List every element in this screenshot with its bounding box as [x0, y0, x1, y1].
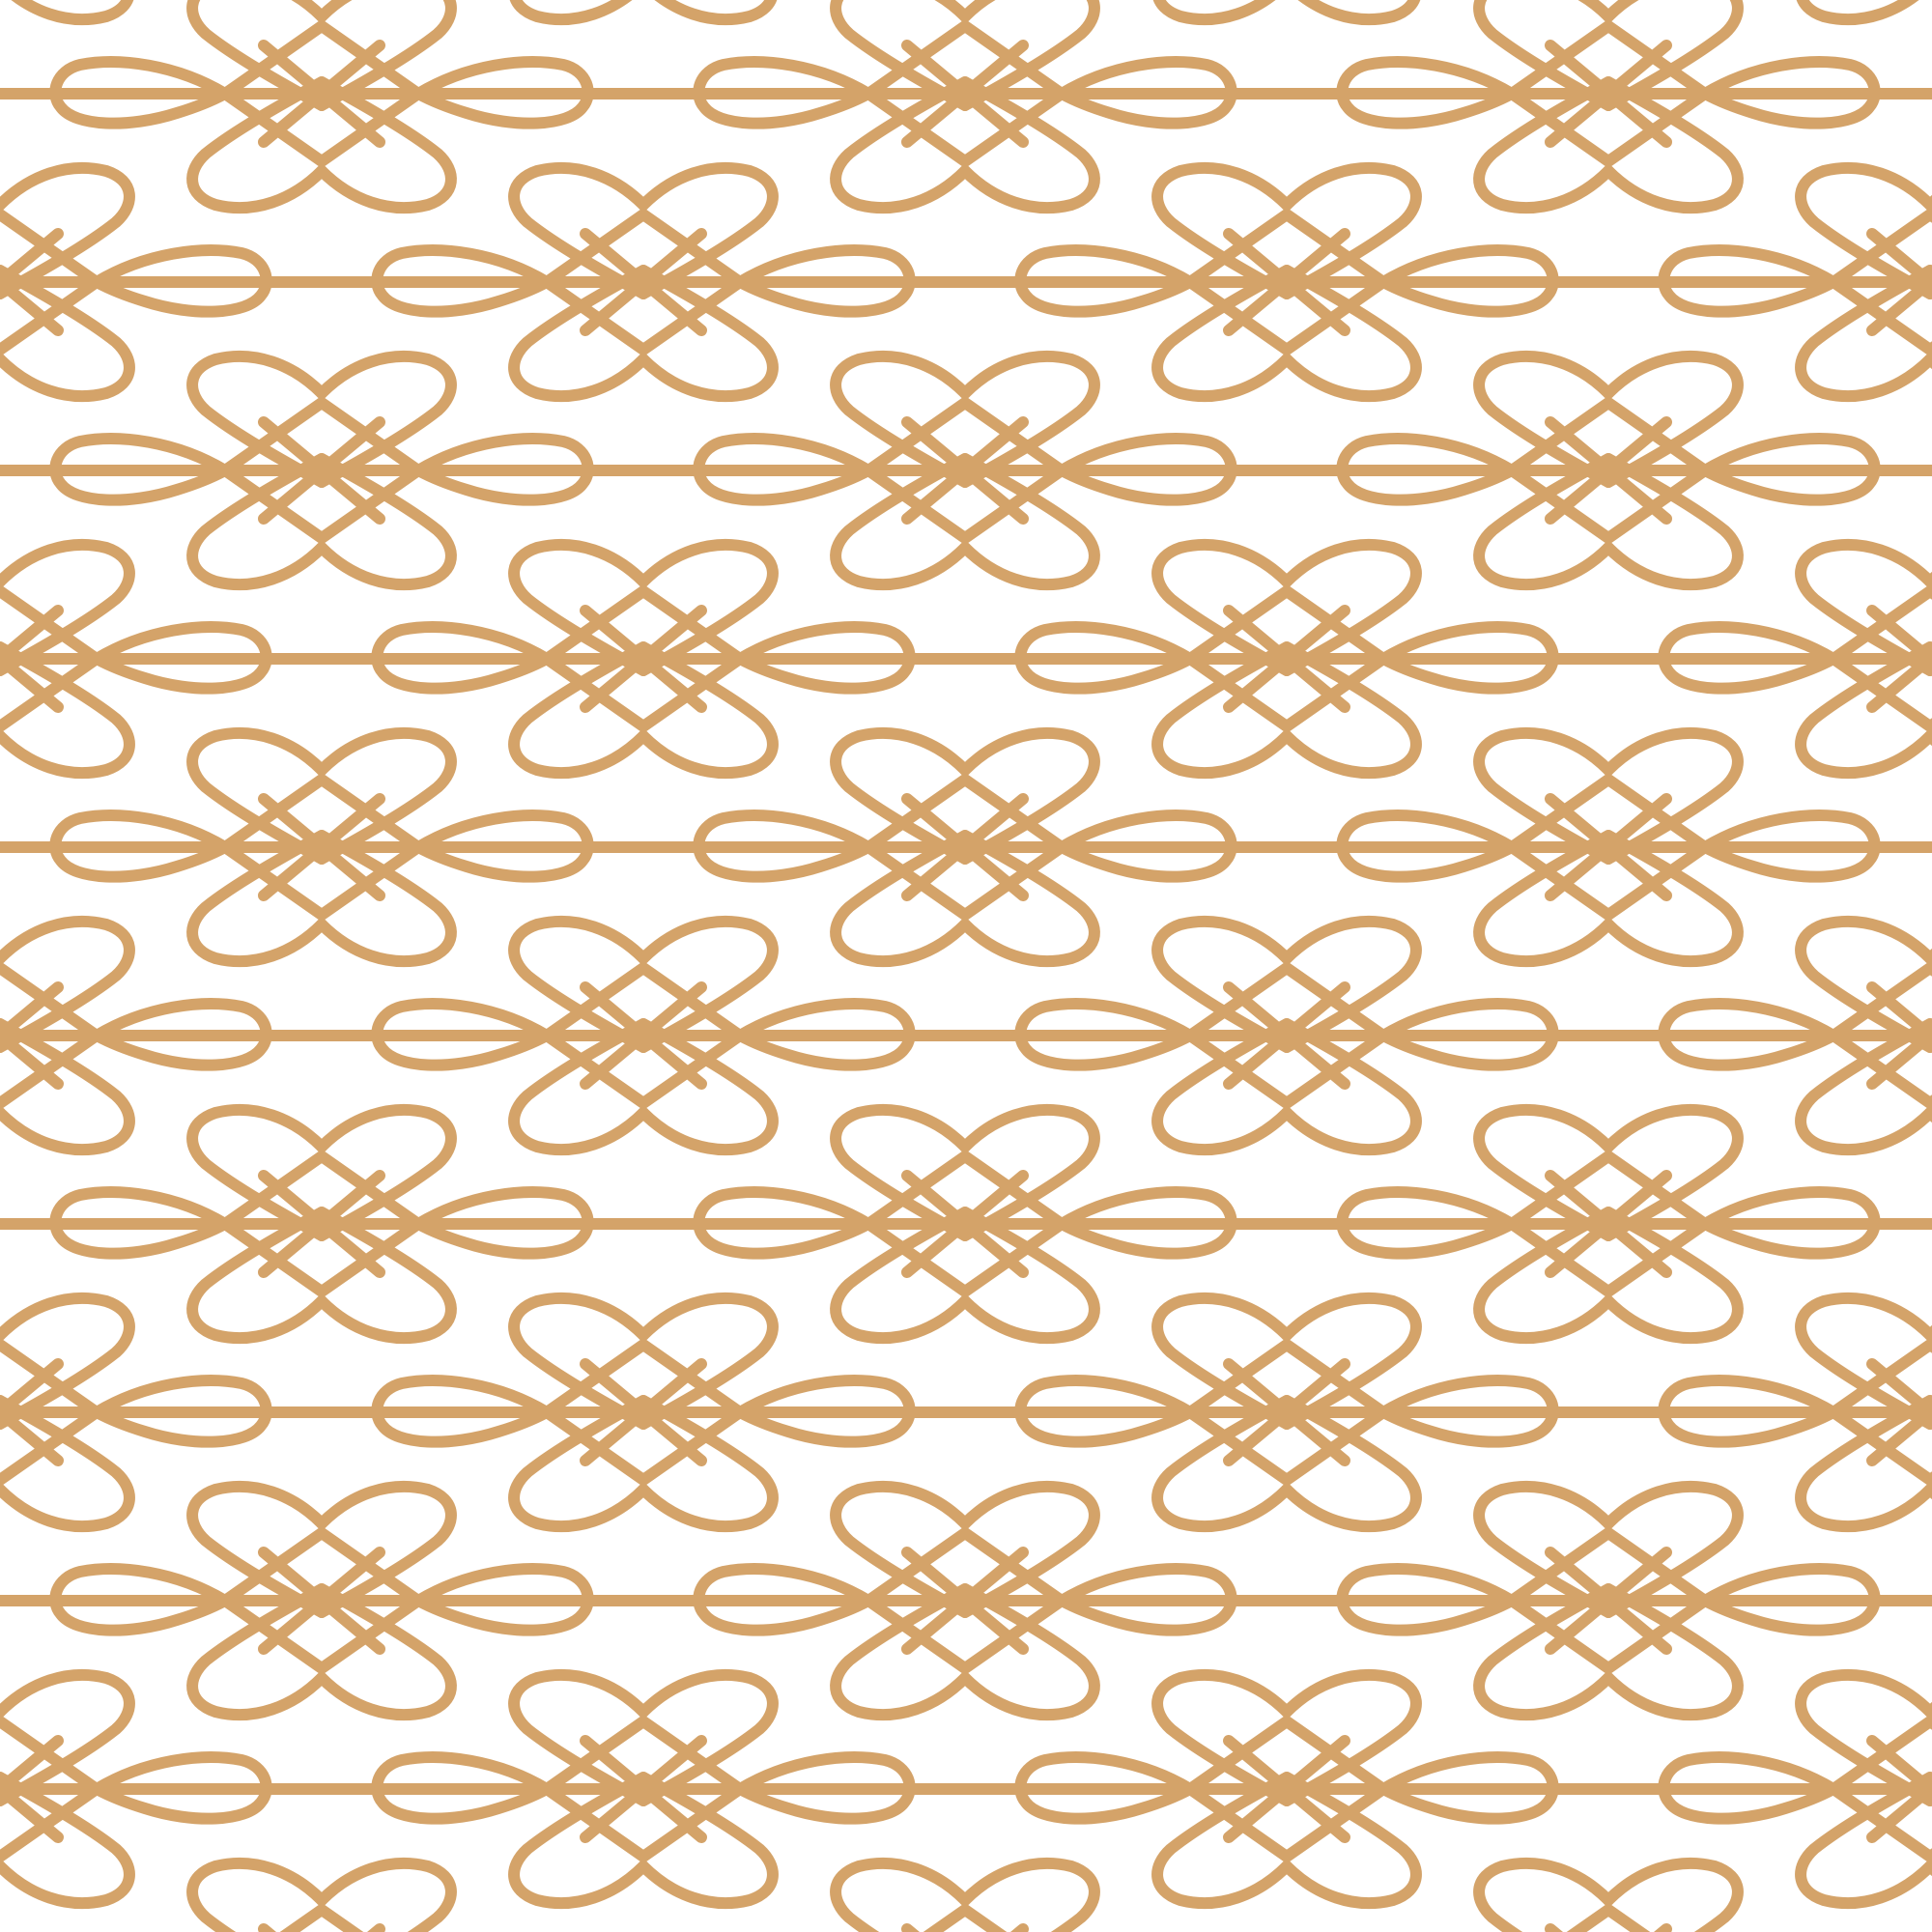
ornamental-knot-pattern — [0, 0, 1932, 1932]
pattern-fill — [0, 0, 1932, 1932]
